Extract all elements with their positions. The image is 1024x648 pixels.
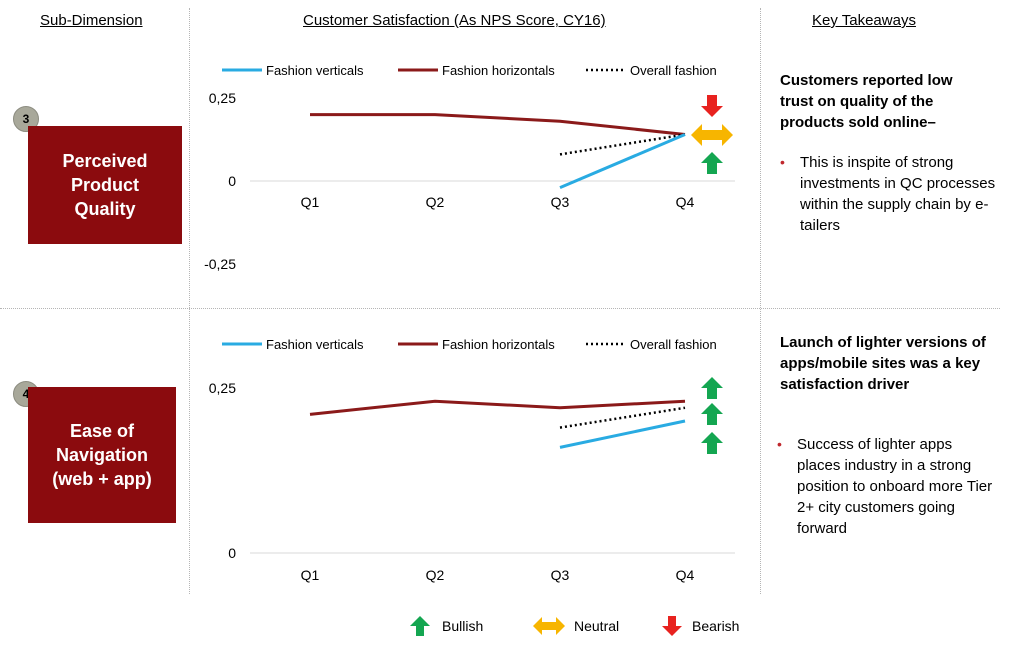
bullish-arrow-icon	[701, 377, 723, 399]
takeaway-bullet-ease-of-navigation: • Success of lighter apps places industr…	[777, 434, 997, 539]
y-tick-label: 0,25	[209, 380, 236, 396]
series-line-fashion-verticals	[559, 419, 686, 449]
bearish-arrow-icon	[662, 616, 682, 636]
neutral-arrow-icon	[691, 124, 733, 146]
x-tick-label: Q1	[301, 567, 320, 583]
bullish-arrow-icon	[701, 432, 723, 454]
chart-product-quality: Fashion verticals Fashion horizontals Over…	[190, 55, 760, 295]
x-tick-label: Q3	[551, 194, 570, 210]
legend-neutral: Neutral	[532, 612, 619, 640]
takeaway-bullet-text: This is inspite of strong investments in…	[800, 154, 996, 234]
y-tick-label: 0	[228, 545, 236, 561]
legend-bullish: Bullish	[408, 612, 483, 640]
series-line-overall-fashion	[559, 406, 686, 429]
bearish-arrow-icon	[701, 95, 723, 117]
header-key-takeaways: Key Takeaways	[812, 12, 916, 29]
signal-legend: Bullish Neutral Bearish	[400, 612, 800, 640]
legend-bearish: Bearish	[660, 612, 739, 640]
chart-ease-of-navigation: Fashion verticals Fashion horizontals Over…	[190, 328, 760, 590]
series-line-fashion-horizontals	[310, 113, 686, 136]
legend-bullish-label: Bullish	[442, 618, 484, 634]
legend-bearish-label: Bearish	[692, 618, 740, 634]
x-tick-label: Q2	[426, 194, 445, 210]
x-tick-label: Q3	[551, 567, 570, 583]
y-tick-label: 0	[228, 173, 236, 189]
takeaway-heading-product-quality: Customers reported low trust on quality …	[780, 72, 953, 131]
series-line-fashion-horizontals	[309, 399, 686, 416]
takeaway-heading-ease-of-navigation: Launch of lighter versions of apps/mobil…	[780, 334, 986, 393]
bullish-arrow-icon	[701, 403, 723, 425]
legend-label-1: Fashion horizontals	[442, 337, 555, 352]
legend-label-2: Overall fashion	[630, 337, 717, 352]
takeaway-bullet-text: Success of lighter apps places industry …	[797, 436, 993, 537]
x-tick-label: Q2	[426, 567, 445, 583]
dimension-box-product-quality: Perceived Product Quality	[28, 126, 182, 244]
takeaway-bullet-product-quality: • This is inspite of strong investments …	[780, 152, 1000, 236]
bullish-arrow-icon	[410, 616, 430, 636]
chart-ease-of-navigation-svg: Fashion verticals Fashion horizontals Over…	[209, 337, 735, 583]
column-divider-right	[760, 8, 761, 594]
series-line-fashion-verticals	[559, 133, 686, 189]
legend-label-0: Fashion verticals	[266, 63, 364, 78]
neutral-arrow-icon	[533, 617, 565, 635]
legend-label-0: Fashion verticals	[266, 337, 364, 352]
bullish-arrow-icon	[701, 152, 723, 174]
bullet-dot-icon: •	[777, 436, 782, 452]
series-line-overall-fashion	[559, 133, 686, 156]
header-customer-satisfaction: Customer Satisfaction (As NPS Score, CY1…	[303, 12, 606, 29]
header-sub-dimension: Sub-Dimension	[40, 12, 143, 29]
legend-neutral-label: Neutral	[574, 618, 620, 634]
chart-product-quality-svg: Fashion verticals Fashion horizontals Over…	[204, 63, 735, 272]
x-tick-label: Q1	[301, 194, 320, 210]
y-tick-label: -0,25	[204, 256, 236, 272]
legend-label-1: Fashion horizontals	[442, 63, 555, 78]
x-tick-label: Q4	[676, 194, 695, 210]
row-divider	[0, 308, 1000, 309]
bullet-dot-icon: •	[780, 154, 785, 170]
legend-label-2: Overall fashion	[630, 63, 717, 78]
column-divider-left	[189, 8, 190, 594]
dimension-box-ease-of-navigation: Ease of Navigation (web + app)	[28, 387, 176, 523]
x-tick-label: Q4	[676, 567, 695, 583]
y-tick-label: 0,25	[209, 90, 236, 106]
